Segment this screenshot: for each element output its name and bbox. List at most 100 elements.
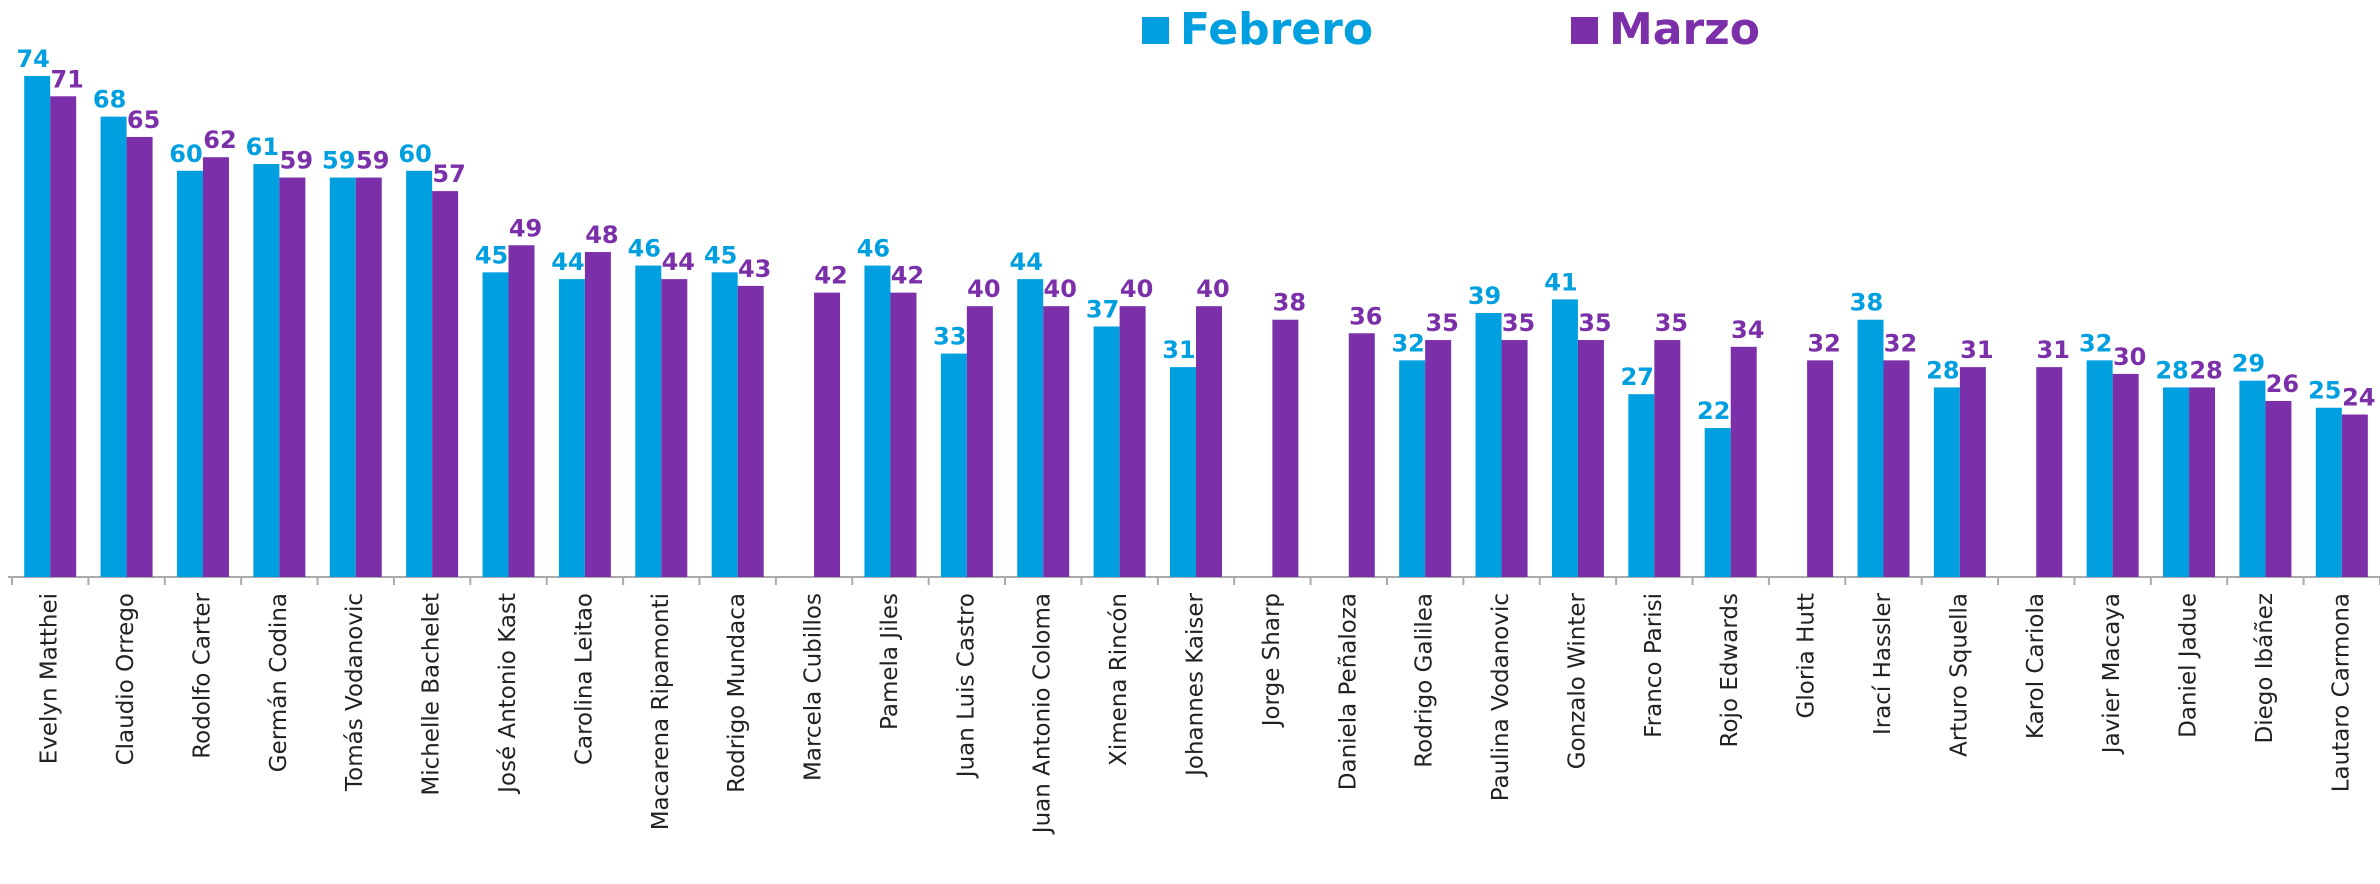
x-tick-label: Germán Codina [266,593,292,772]
value-label: 60 [398,140,431,168]
bar [126,136,153,577]
value-label: 28 [1926,356,1959,384]
x-tick-label: Gloria Hutt [1794,593,1820,718]
bar [1807,360,1834,577]
bar [1093,326,1120,577]
bar [1551,299,1578,577]
value-label: 24 [2342,384,2375,412]
value-label: 42 [814,262,847,290]
value-label: 27 [1621,363,1654,391]
value-label: 38 [1273,289,1306,317]
bar [1399,360,1426,577]
bar [1043,306,1070,577]
bar [1883,360,1910,577]
bar [406,170,433,577]
value-label: 74 [16,45,49,73]
x-tick-label: Lautaro Carmona [2328,593,2354,792]
value-label: 61 [246,133,279,161]
x-tick-label: Daniel Jadue [2176,593,2202,738]
value-label: 35 [1425,309,1458,337]
value-label: 34 [1731,316,1764,344]
bar [1348,333,1375,577]
x-tick-label: Macarena Ripamonti [648,593,674,830]
value-label: 42 [891,262,924,290]
bar [2112,373,2139,577]
value-label: 48 [585,221,618,249]
bar [814,292,841,577]
x-tick-label: José Antonio Kast [495,593,521,795]
bar [432,191,459,577]
bar [1475,312,1502,577]
legend-swatch [1571,17,1598,44]
bar [661,279,688,577]
legend-label: Febrero [1180,4,1373,55]
value-label: 44 [551,248,584,276]
bar [737,285,764,577]
bar [2265,400,2292,577]
x-tick-label: Rodrigo Galilea [1412,593,1438,768]
x-tick-label: Jorge Sharp [1259,593,1285,728]
value-label: 25 [2308,377,2341,405]
x-tick-label: Ximena Rincón [1106,593,1132,766]
value-label: 31 [2037,336,2070,364]
x-tick-label: Rodolfo Carter [189,592,215,758]
value-label: 35 [1578,309,1611,337]
value-label: 32 [1884,329,1917,357]
value-label: 45 [704,241,737,269]
value-label: 68 [93,86,126,114]
bar [24,76,51,577]
value-label: 44 [662,248,695,276]
bar [100,116,127,578]
value-label: 59 [356,147,389,175]
value-label: 31 [1162,336,1195,364]
bar [355,177,382,577]
bar [279,177,306,577]
value-label: 45 [475,241,508,269]
value-label: 41 [1544,268,1577,296]
bar [1196,306,1222,577]
value-label: 29 [2232,350,2265,378]
bar [2086,360,2113,577]
bar [584,252,611,577]
x-tick-label: Gonzalo Winter [1564,592,1590,769]
value-label: 44 [1010,248,1043,276]
bar [1933,387,1960,577]
legend-swatch [1142,17,1169,44]
value-label: 32 [2079,329,2112,357]
value-label: 60 [169,140,202,168]
bar [1577,340,1604,577]
bar [1730,346,1757,577]
bar [202,157,229,578]
value-label: 40 [1044,275,1077,303]
x-tick-label: Johannes Kaiser [1183,592,1209,777]
x-tick-label: Rojo Edwards [1717,593,1743,747]
value-label: 28 [2189,356,2222,384]
x-tick-label: Marcela Cubillos [801,593,827,781]
bar [966,306,993,577]
value-label: 30 [2113,343,2146,371]
bar [2341,414,2368,577]
value-label: 33 [933,323,966,351]
bar [1501,340,1528,577]
bar [508,245,535,577]
value-label: 31 [1960,336,1993,364]
x-tick-label: Pamela Jiles [877,593,903,730]
x-tick-label: Michelle Bachelet [419,593,445,796]
bar [1425,340,1452,577]
bar [2036,367,2063,577]
bar [1119,306,1146,577]
x-tick-label: Javier Macaya [2099,593,2125,755]
x-tick-label: Franco Parisi [1641,593,1667,738]
value-label: 35 [1655,309,1688,337]
bar [1017,279,1044,577]
bar [1170,367,1196,577]
bar [1704,428,1731,577]
x-tick-label: Juan Antonio Coloma [1030,593,1056,835]
x-tick-label: Paulina Vodanovic [1488,593,1514,801]
bar [558,279,585,577]
bar [2239,380,2266,577]
legend-label: Marzo [1609,4,1760,55]
x-tick-label: Irací Hassler [1870,592,1896,735]
value-label: 43 [738,255,771,283]
